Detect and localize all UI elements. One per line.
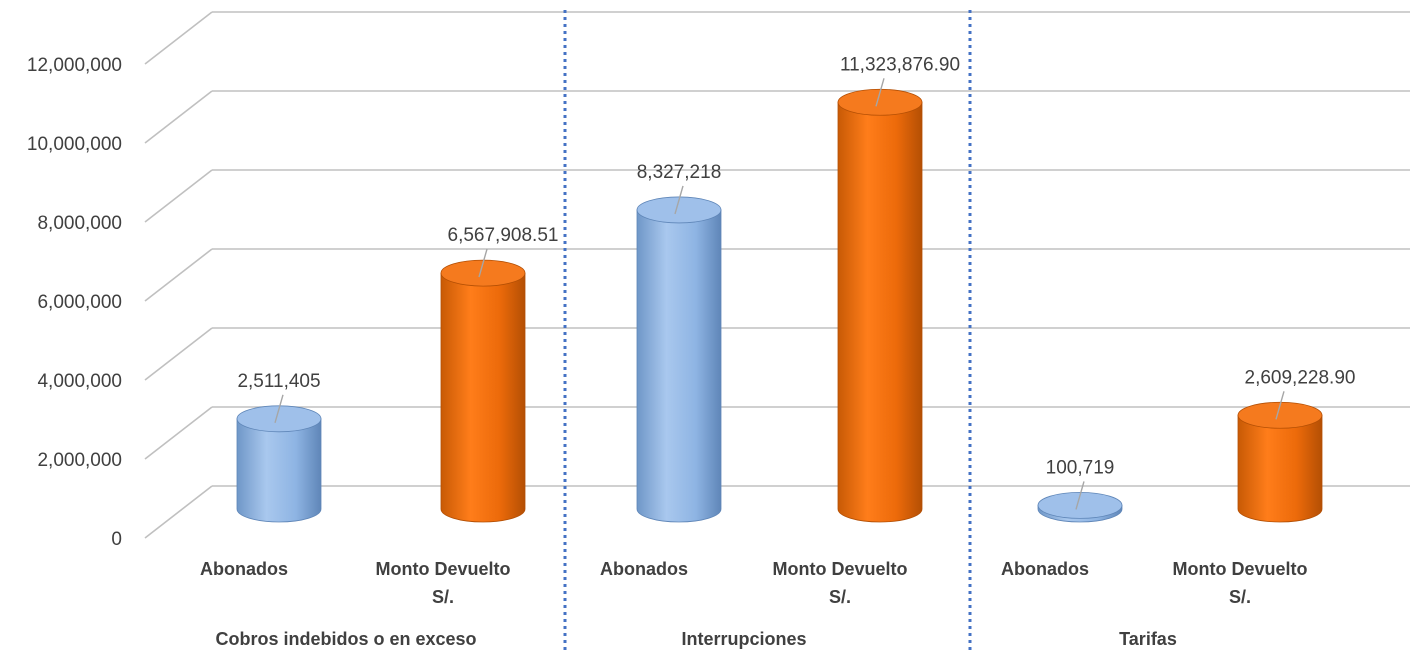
y-tick-label: 6,000,000 [37,292,122,313]
bar-abonados-3 [1037,491,1123,523]
data-label-leader [1275,391,1285,420]
data-label-leader [274,394,284,423]
bar-body [837,101,923,523]
data-label: 2,609,228.90 [1245,367,1356,388]
y-axis-tick-labels: 0 2,000,000 4,000,000 6,000,000 8,000,000 10,… [27,55,122,550]
gridlines [144,11,1410,539]
y-tick-label: 4,000,000 [37,371,122,392]
data-label-leader [1075,481,1085,510]
bar-monto-devuelto-1 [440,259,526,523]
gridline-diagonal [144,11,213,65]
category-label: S/. [432,587,454,607]
data-labels: 2,511,405 6,567,908.51 8,327,218 11,323,876… [237,54,1356,510]
category-label: S/. [829,587,851,607]
category-label: Abonados [1001,559,1089,579]
gridline-diagonal [144,248,213,302]
data-label: 100,719 [1046,457,1115,478]
bar-body [1237,414,1323,523]
bar-monto-devuelto-2 [837,88,923,523]
y-tick-label: 12,000,000 [27,55,122,76]
y-tick-label: 10,000,000 [27,134,122,155]
data-label-leader [674,185,684,215]
gridline-diagonal [144,90,213,144]
data-label: 11,323,876.90 [840,54,960,75]
bar-body [440,272,526,523]
bar-top [636,196,722,224]
y-tick-label: 0 [111,529,122,550]
data-label-leader [875,78,885,107]
bars [236,88,1323,523]
category-label: Monto Devuelto [376,559,511,579]
category-label: Abonados [200,559,288,579]
category-label: Monto Devuelto [773,559,908,579]
category-label: Monto Devuelto [1173,559,1308,579]
gridline-diagonal [144,485,213,539]
bar-top [236,405,322,433]
bar-top [837,88,923,116]
data-label: 6,567,908.51 [448,225,559,246]
y-tick-label: 8,000,000 [37,213,122,234]
data-label: 2,511,405 [237,371,320,392]
group-separators [563,10,972,654]
y-tick-label: 2,000,000 [37,450,122,471]
bar-body [636,209,722,523]
category-label: Abonados [600,559,688,579]
group-label: Tarifas [1119,629,1177,649]
gridline-diagonal [144,406,213,460]
category-label: S/. [1229,587,1251,607]
bar-monto-devuelto-3 [1237,401,1323,523]
bar-abonados-1 [236,405,322,523]
gridline-diagonal [144,169,213,223]
group-labels: Cobros indebidos o en exceso Interrupcion… [215,629,1176,649]
data-label: 8,327,218 [637,162,722,183]
data-label-leader [478,248,488,278]
group-label: Interrupciones [681,629,806,649]
bar-abonados-2 [636,196,722,523]
bar-top [1037,491,1123,519]
category-labels: Abonados Monto Devuelto S/. Abonados Monto D… [200,559,1308,607]
bar-top [1237,401,1323,429]
bar-top [440,259,526,287]
group-label: Cobros indebidos o en exceso [215,629,476,649]
bar-body [236,418,322,523]
gridline-diagonal [144,327,213,381]
